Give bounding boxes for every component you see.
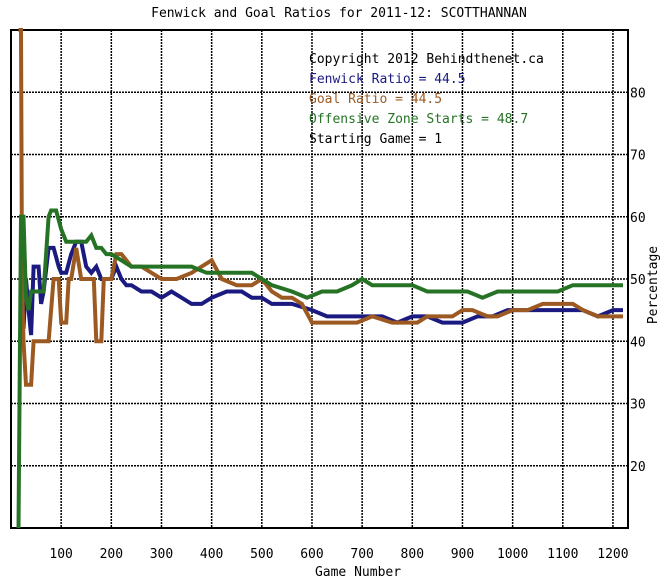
x-axis-label: Game Number	[315, 565, 401, 580]
annotation-line: Starting Game = 1	[309, 132, 442, 147]
annotations: Copyright 2012 Behindthenet.ca Fenwick Ra…	[309, 52, 544, 147]
y-tick-label: 30	[630, 398, 646, 413]
annotation-line: Fenwick Ratio = 44.5	[309, 72, 466, 87]
annotation-line: Goal Ratio = 44.5	[309, 92, 442, 107]
x-tick-label: 1000	[497, 547, 528, 562]
series-line-goal-ratio	[18, 28, 623, 387]
y-tick-label: 20	[630, 460, 646, 475]
x-tick-label: 300	[150, 547, 173, 562]
x-tick-label: 200	[100, 547, 123, 562]
chart-title: Fenwick and Goal Ratios for 2011-12: SCO…	[151, 6, 527, 21]
x-tick-labels: 100 200 300 400 500 600 700 800 900 1000 1100 1200	[49, 547, 628, 562]
x-tick-label: 600	[300, 547, 323, 562]
y-tick-label: 70	[630, 149, 646, 164]
x-tick-label: 500	[250, 547, 273, 562]
x-tick-label: 400	[200, 547, 223, 562]
y-tick-labels: 20 30 40 50 60 70 80	[630, 86, 646, 475]
annotation-line: Copyright 2012 Behindthenet.ca	[309, 52, 544, 67]
series-line-fenwick-ratio	[21, 239, 623, 336]
annotation-line: Offensive Zone Starts = 48.7	[309, 112, 528, 127]
series-line-offensive-zone-starts	[16, 208, 623, 529]
y-tick-label: 40	[630, 335, 646, 350]
x-tick-label: 1200	[597, 547, 628, 562]
y-tick-label: 80	[630, 86, 646, 101]
x-tick-label: 900	[451, 547, 474, 562]
series-lines	[16, 28, 623, 529]
y-tick-label: 50	[630, 273, 646, 288]
y-tick-label: 60	[630, 211, 646, 226]
x-tick-label: 800	[401, 547, 424, 562]
x-tick-label: 1100	[547, 547, 578, 562]
x-tick-label: 100	[49, 547, 72, 562]
y-axis-label: Percentage	[646, 246, 661, 324]
x-tick-label: 700	[350, 547, 373, 562]
